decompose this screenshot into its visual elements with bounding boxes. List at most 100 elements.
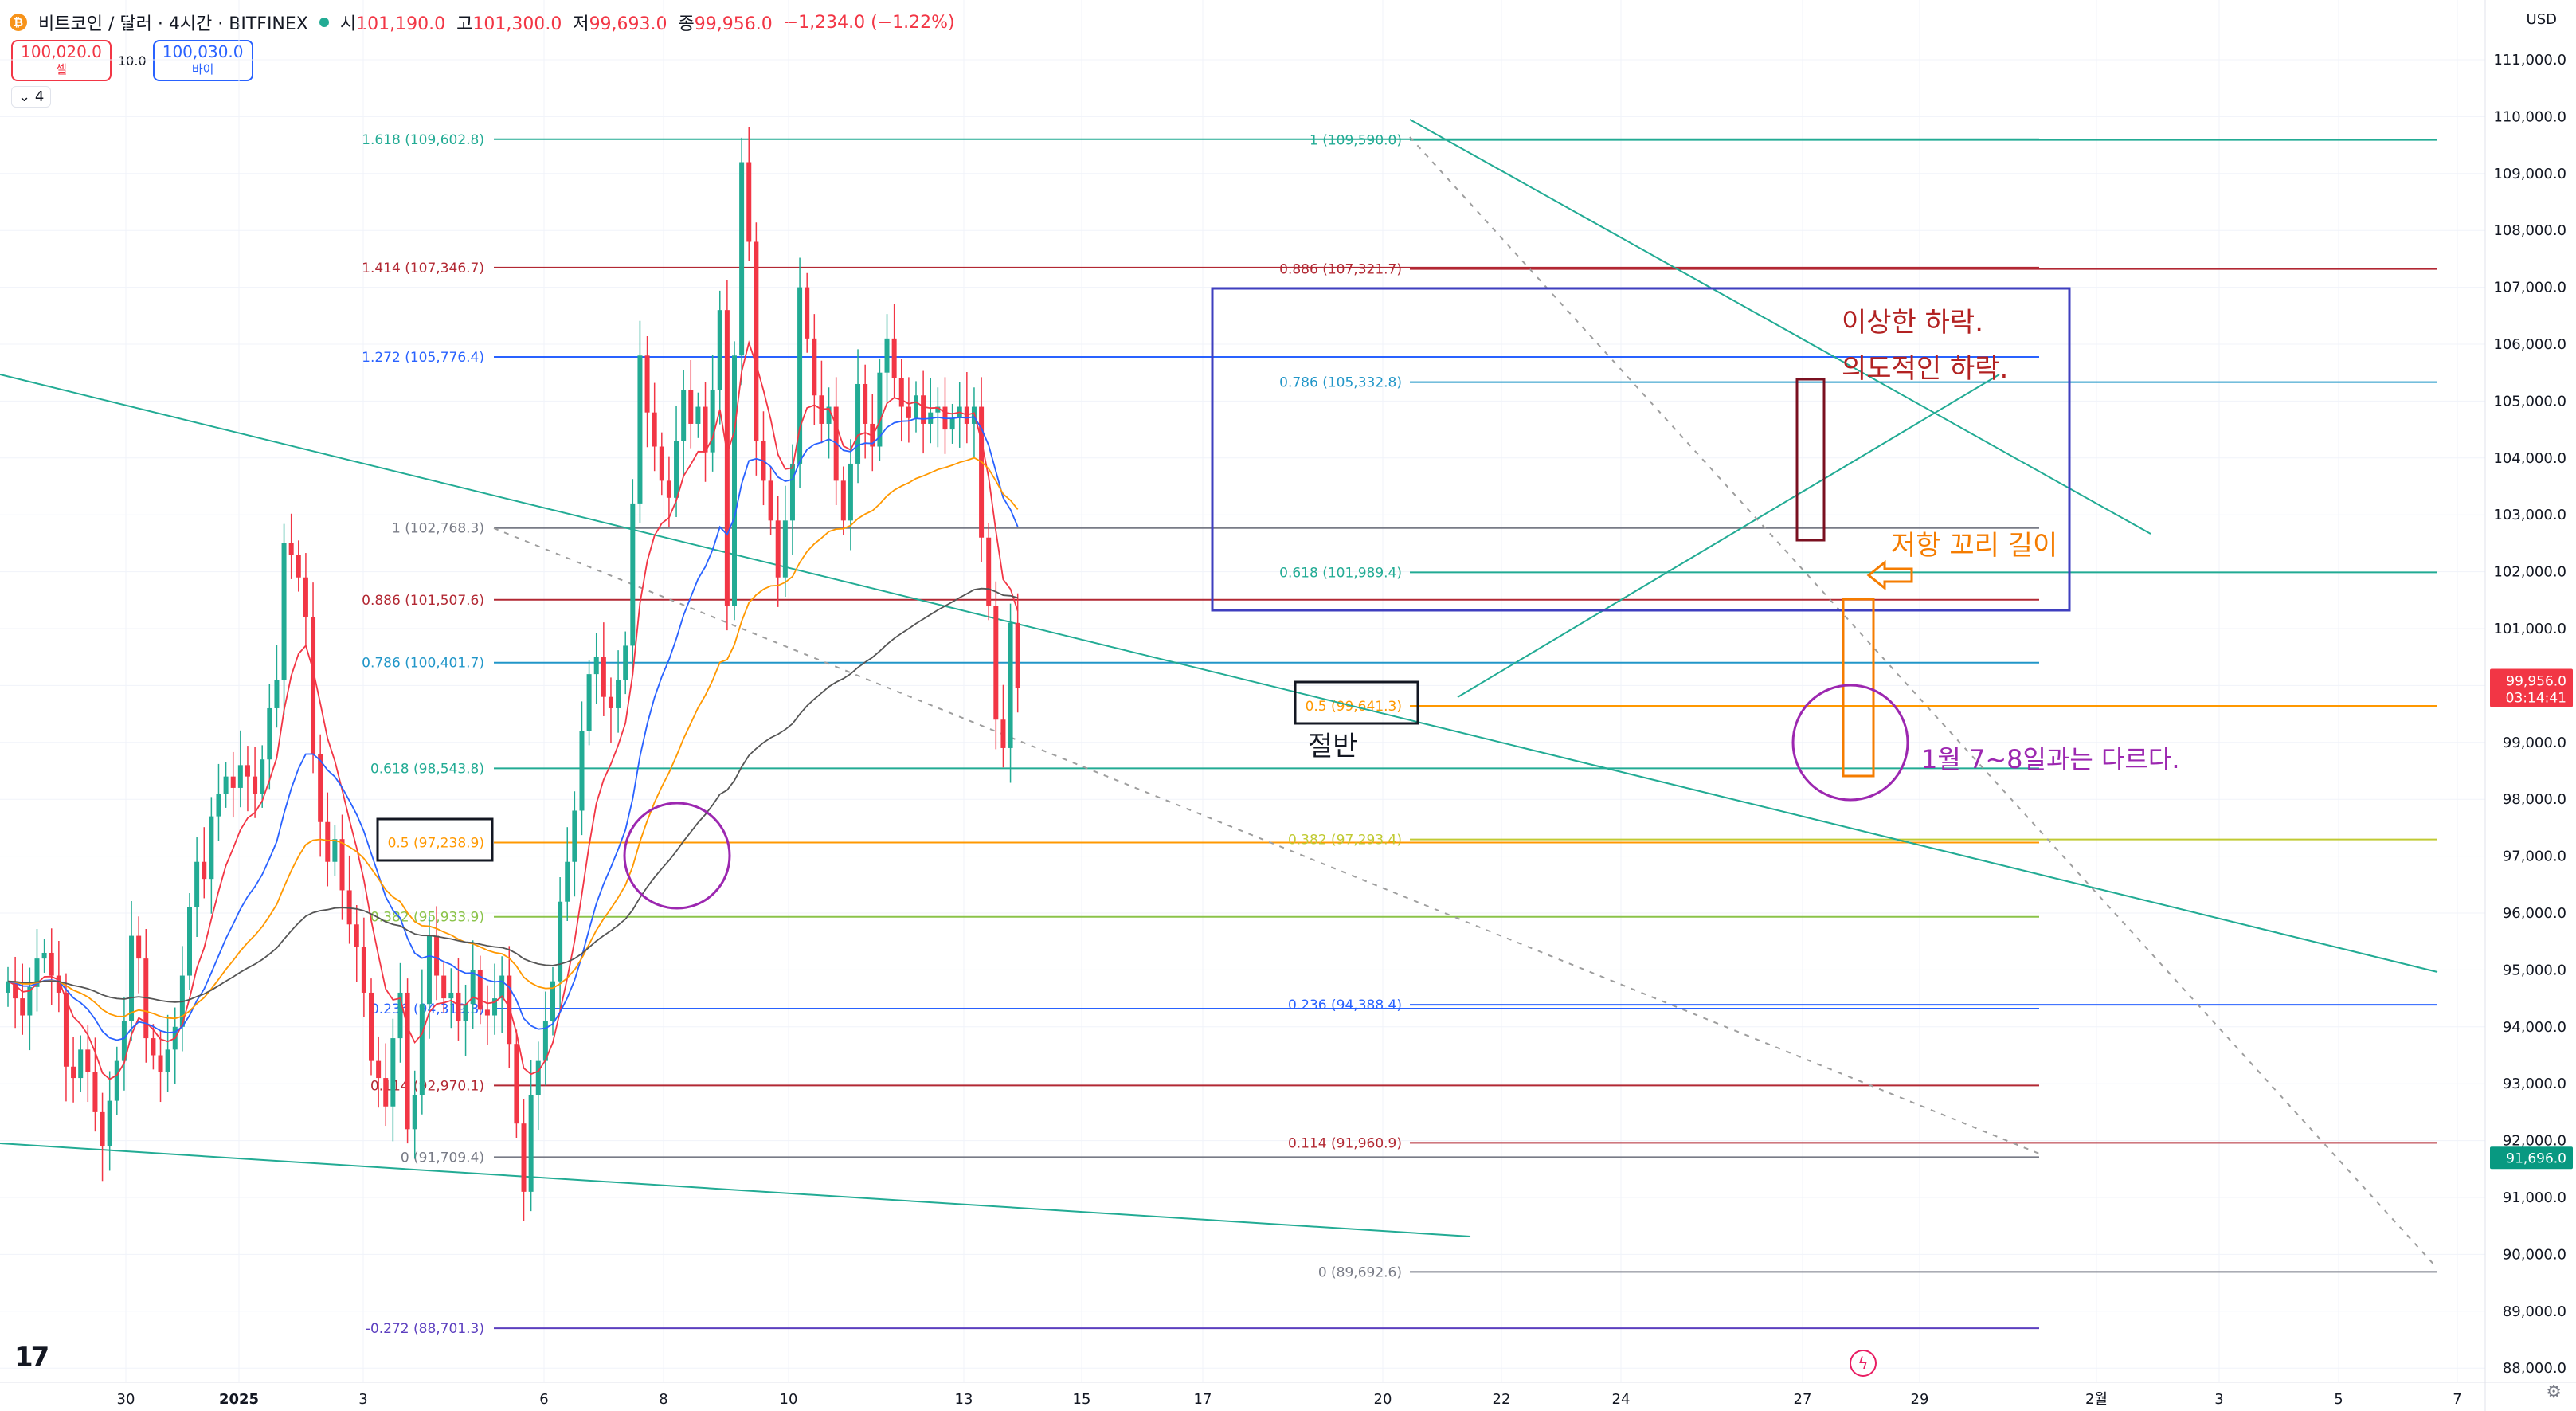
fib-left-label: 1.414 (107,346.7) — [362, 261, 484, 276]
buy-price: 100,030.0 — [162, 42, 244, 61]
candle-body — [840, 480, 846, 521]
candle-body — [935, 406, 941, 413]
candle-body — [245, 765, 250, 777]
price-axis-label: 96,000.0 — [2503, 905, 2566, 922]
candle-body — [41, 952, 47, 959]
candle-body — [187, 907, 192, 976]
candle-body — [332, 839, 338, 862]
price-axis-label: 102,000.0 — [2493, 564, 2566, 581]
fib-right-label: 0.618 (101,989.4) — [1279, 565, 1402, 581]
annotation-intentional-drop: 의도적인 하락. — [1842, 353, 2008, 385]
candle-body — [209, 816, 214, 880]
spread-value: 10.0 — [118, 53, 147, 69]
trend-line — [1457, 374, 2000, 698]
candle-body — [703, 406, 708, 453]
candle-body — [746, 162, 752, 242]
indicators-toggle[interactable]: ⌄ 4 — [11, 86, 52, 108]
candle-body — [572, 810, 577, 862]
fib-half-box-left — [376, 817, 494, 862]
annotation-different: 1월 7~8일과는 다르다. — [1921, 744, 2180, 774]
candle-body — [34, 958, 40, 987]
candle-body — [56, 975, 61, 993]
candle-body — [237, 765, 243, 788]
candle-body — [688, 390, 694, 424]
buy-button[interactable]: 100,030.0 바이 — [152, 40, 253, 81]
symbol-title[interactable]: 비트코인 / 달러 · 4시간 · BITFINEX — [38, 14, 308, 34]
candle-body — [521, 1123, 527, 1192]
candle-body — [288, 543, 294, 555]
time-axis-label: 3 — [358, 1391, 367, 1408]
half-box — [1294, 680, 1419, 725]
last-price-tag — [2490, 668, 2573, 707]
currency-label[interactable]: USD — [2526, 11, 2557, 28]
price-axis-label: 98,000.0 — [2503, 791, 2566, 808]
time-axis-label: 3 — [2214, 1391, 2223, 1408]
ohlc-high: 고101,300.0 — [456, 14, 562, 34]
price-axis-label: 106,000.0 — [2493, 336, 2566, 353]
candle-body — [492, 998, 498, 1016]
candle-body — [397, 992, 403, 1039]
fib-right-label: 0.886 (107,321.7) — [1279, 262, 1402, 278]
fib-left-label: 0.886 (101,507.6) — [362, 593, 484, 609]
candle-body — [339, 839, 345, 891]
candle-body — [898, 378, 904, 407]
drop-candle-box — [1795, 378, 1826, 542]
time-axis-label: 30 — [117, 1391, 135, 1408]
candle-body — [216, 794, 221, 817]
candle-body — [129, 935, 135, 1021]
tradingview-logo-icon[interactable]: 17 — [14, 1342, 49, 1374]
price-axis-label: 95,000.0 — [2503, 962, 2566, 978]
time-axis-label: 17 — [1194, 1391, 1212, 1408]
candle-body — [63, 992, 69, 1067]
fib-right-label: 0.382 (97,293.4) — [1288, 833, 1402, 849]
time-axis-label: 5 — [2334, 1391, 2343, 1408]
price-axis-label: 89,000.0 — [2503, 1303, 2566, 1320]
ohlc-change: −1,234.0 (−1.22%) — [783, 12, 955, 33]
gear-icon[interactable]: ⚙ — [2546, 1382, 2562, 1402]
fib-right-label: 1 (109,590.0) — [1310, 133, 1402, 149]
candle-body — [789, 463, 795, 521]
sell-price: 100,020.0 — [21, 42, 102, 61]
candle-body — [949, 417, 955, 430]
candle-body — [921, 395, 926, 424]
candle-body — [797, 287, 803, 464]
price-axis-label: 109,000.0 — [2493, 166, 2566, 182]
lightning-icon[interactable]: ϟ — [1850, 1350, 1877, 1377]
annotation-half: 절반 — [1308, 731, 1358, 762]
candle-body — [92, 1072, 98, 1112]
candle-body — [717, 310, 722, 390]
fib-left-label: 0 (91,709.4) — [401, 1150, 484, 1166]
candle-body — [986, 537, 992, 606]
price-axis-label: 105,000.0 — [2493, 393, 2566, 410]
candle-body — [579, 731, 585, 811]
trend-line — [0, 374, 2438, 973]
moving-average-line — [7, 587, 1018, 1003]
candle-body — [484, 1009, 490, 1016]
candle-body — [223, 776, 229, 794]
moving-average-line — [7, 416, 1019, 1041]
candle-body — [652, 412, 657, 447]
candle-body — [426, 935, 432, 1005]
candle-body — [456, 992, 461, 1021]
price-axis-label: 97,000.0 — [2503, 849, 2566, 865]
candle-body — [979, 406, 985, 538]
candle-body — [121, 1021, 127, 1061]
candle-body — [732, 355, 737, 606]
marker-price-tag — [2490, 1146, 2573, 1170]
sell-button[interactable]: 100,020.0 셀 — [11, 40, 112, 81]
candle-body — [586, 674, 592, 731]
candle-body — [136, 935, 142, 959]
candle-body — [165, 1049, 170, 1072]
candle-body — [202, 861, 207, 880]
fib-right-label: 0.786 (105,332.8) — [1279, 375, 1402, 391]
price-axis-label: 108,000.0 — [2493, 222, 2566, 239]
candle-body — [318, 754, 323, 822]
candle-body — [419, 1004, 425, 1095]
candle-body — [1000, 719, 1006, 748]
candle-body — [695, 406, 701, 424]
candle-body — [724, 310, 730, 606]
price-axis-label: 94,000.0 — [2503, 1019, 2566, 1036]
candle-body — [448, 992, 454, 999]
time-axis-label: 20 — [1374, 1391, 1392, 1408]
